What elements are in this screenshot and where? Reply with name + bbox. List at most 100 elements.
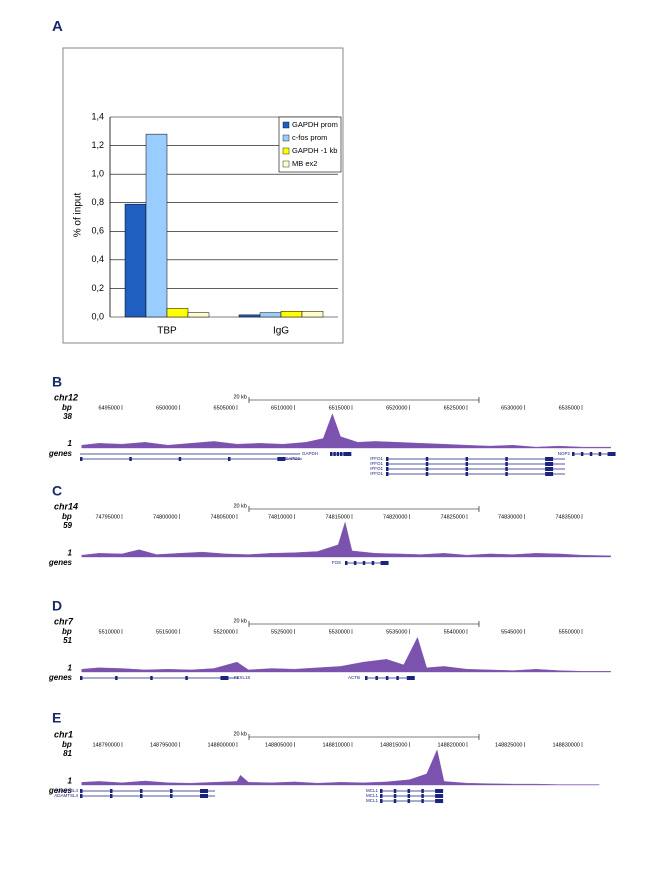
legend-label: MB ex2 <box>292 159 317 168</box>
x-tick-label: 5535000 <box>386 629 407 635</box>
x-tick-label: 148800000 <box>207 742 235 748</box>
gene-label: FOS <box>332 560 341 565</box>
track-label: genes <box>48 673 73 682</box>
x-tick-label: 74830000 <box>498 514 522 520</box>
gene-exon <box>505 462 508 466</box>
x-tick-label: 5545000 <box>501 629 522 635</box>
gene-exon <box>380 561 389 565</box>
x-tick-label: 148790000 <box>92 742 120 748</box>
gene-exon <box>220 676 229 680</box>
panel-letter: E <box>52 710 61 726</box>
chrom-label: chr12 <box>54 392 78 402</box>
y-tick-label: 0,0 <box>91 311 104 321</box>
y-axis-label: bp <box>62 627 72 636</box>
gene-exon <box>170 794 173 798</box>
gene-label: MCL1 <box>366 793 379 798</box>
chart-frame <box>62 47 344 344</box>
y-tick-label: 0,2 <box>91 283 104 293</box>
legend-swatch <box>282 121 290 129</box>
x-tick-label: 74795000 <box>95 514 119 520</box>
track-label: genes <box>48 558 73 567</box>
gene-exon <box>393 789 397 793</box>
x-tick-label: 6500000 <box>156 405 177 411</box>
panel-letter: A <box>52 18 63 35</box>
legend-swatch <box>282 134 290 142</box>
y-tick-label: 1 <box>68 777 73 786</box>
gene-exon <box>589 452 593 456</box>
y-tick-label: 0,8 <box>91 197 104 207</box>
x-tick-label: 6535000 <box>559 405 580 411</box>
gene-label: IFFO1 <box>370 471 383 476</box>
y-tick-label: 59 <box>63 521 72 530</box>
gene-exon <box>425 472 429 476</box>
gene-exon <box>336 452 340 456</box>
gene-label: NOP2 <box>558 451 571 456</box>
y-tick-label: 1 <box>68 663 73 672</box>
x-tick-label: 6525000 <box>444 405 465 411</box>
gene-exon <box>150 676 153 680</box>
bar <box>187 312 210 318</box>
gene-label: NCAPD2 <box>282 456 301 461</box>
gene-exon <box>110 794 113 798</box>
gene-exon <box>200 794 208 798</box>
gene-exon <box>425 467 429 471</box>
x-tick-label: 6530000 <box>501 405 522 411</box>
x-tick-label: 148795000 <box>150 742 178 748</box>
gene-exon <box>421 794 424 798</box>
gene-exon <box>371 561 375 565</box>
gene-exon <box>545 457 554 461</box>
legend-label: c-fos prom <box>292 133 327 142</box>
gene-exon <box>362 561 366 565</box>
chrom-label: chr14 <box>54 501 78 511</box>
gene-exon <box>425 462 429 466</box>
x-tick-label: 6510000 <box>271 405 292 411</box>
gene-exon <box>607 452 616 456</box>
gene-exon <box>178 457 182 461</box>
y-tick-label: 38 <box>63 412 72 421</box>
x-tick-label: 5540000 <box>444 629 465 635</box>
gene-label: IFFO1 <box>370 461 383 466</box>
gene-exon <box>200 789 208 793</box>
gene-exon <box>407 799 411 803</box>
y-tick-label: 1,2 <box>91 140 104 150</box>
x-tick-label: 148825000 <box>495 742 523 748</box>
x-tick-label: 148805000 <box>265 742 293 748</box>
gene-exon <box>545 467 554 471</box>
gene-exon <box>129 457 132 461</box>
gene-exon <box>465 462 469 466</box>
gene-exon <box>465 467 469 471</box>
y-tick-label: 51 <box>63 636 72 645</box>
track-label: genes <box>48 786 73 795</box>
gene-exon <box>80 676 83 680</box>
y-axis-label: bp <box>62 512 72 521</box>
gene-exon <box>505 457 508 461</box>
gene-exon <box>386 457 389 461</box>
gene-exon <box>333 452 336 456</box>
scale-label: 20 kb <box>234 503 247 509</box>
x-tick-label: 6505000 <box>214 405 235 411</box>
y-tick-label: 1 <box>68 548 73 557</box>
legend-label: GAPDH -1 kb <box>292 146 337 155</box>
gene-exon <box>277 457 286 461</box>
gene-label: FBXL18 <box>234 675 251 680</box>
y-tick-label: 1,0 <box>91 169 104 179</box>
bar <box>259 312 282 318</box>
gene-exon <box>110 789 113 793</box>
scale-label: 20 kb <box>234 618 247 624</box>
gene-exon <box>386 467 389 471</box>
gene-exon <box>386 462 389 466</box>
panel-letter: B <box>52 374 62 390</box>
gene-label: MCL1 <box>366 788 379 793</box>
gene-exon <box>425 457 429 461</box>
y-tick-label: 0,4 <box>91 254 104 264</box>
x-tick-label: 5520000 <box>214 629 235 635</box>
legend-swatch <box>282 147 290 155</box>
gene-label: ADAMTSL4 <box>54 793 78 798</box>
panel-letter: C <box>52 483 62 499</box>
gene-exon <box>385 676 389 680</box>
chrom-label: chr1 <box>54 729 73 739</box>
y-tick-label: 81 <box>63 749 72 758</box>
x-tick-label: 74810000 <box>268 514 292 520</box>
